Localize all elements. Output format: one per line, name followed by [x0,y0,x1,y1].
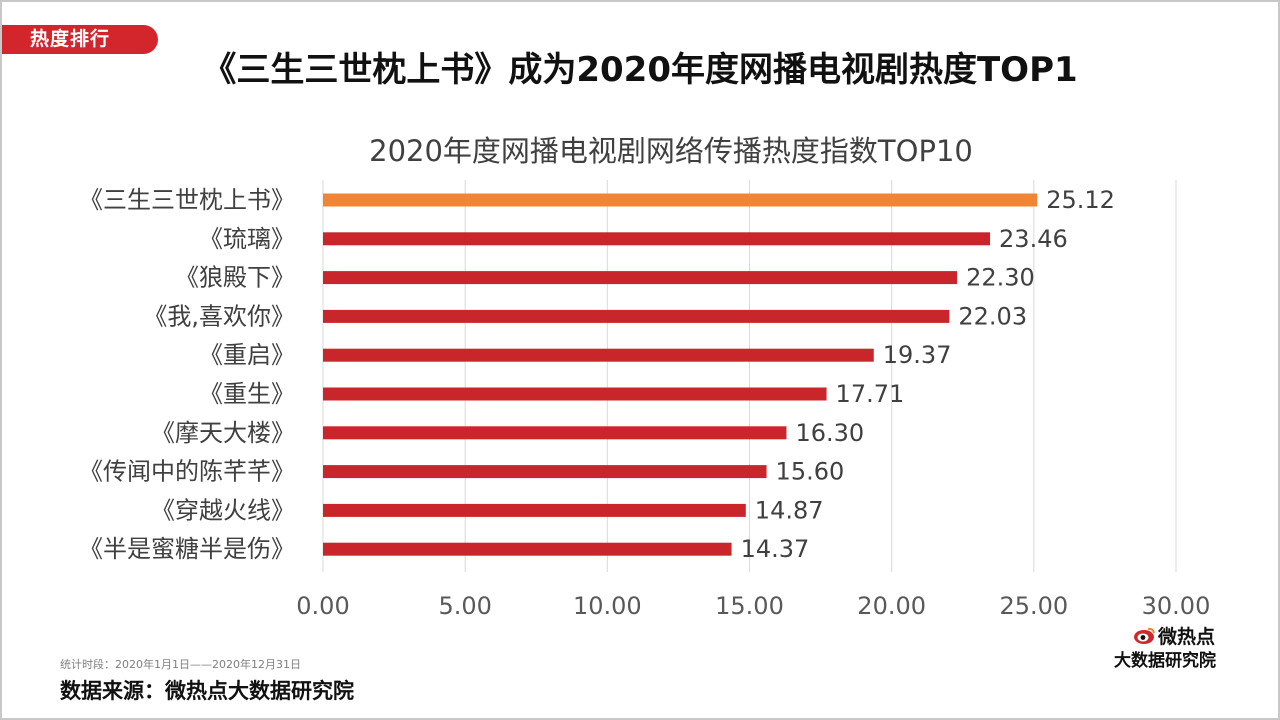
page-headline: 《三生三世枕上书》成为2020年度网播电视剧热度TOP1 [202,50,1078,90]
x-tick-label: 20.00 [857,592,926,620]
x-tick-label: 10.00 [573,592,642,620]
data-label: 22.30 [966,264,1035,292]
bar [323,232,991,246]
category-label: 《穿越火线》 [151,496,295,524]
data-source: 数据来源：微热点大数据研究院 [60,679,354,703]
bar [323,309,950,323]
bar [323,348,874,362]
bar-chart: 2020年度网播电视剧网络传播热度指数TOP10 《三生三世枕上书》《琉璃》《狼… [79,134,1210,620]
category-label: 《重生》 [199,380,295,408]
logo-top-row: 微热点 [1132,622,1215,649]
category-label: 《摩天大楼》 [151,419,295,447]
bar [323,503,746,517]
category-label: 《三生三世枕上书》 [79,186,295,214]
data-label: 16.30 [795,419,864,447]
chart-bars [323,193,1038,556]
chart-title: 2020年度网播电视剧网络传播热度指数TOP10 [369,134,973,168]
bar [323,387,827,401]
bar [323,271,958,285]
x-tick-label: 30.00 [1142,592,1211,620]
data-label: 23.46 [999,225,1068,253]
category-label: 《重启》 [199,341,295,369]
x-tick-label: 25.00 [999,592,1068,620]
category-label: 《狼殿下》 [175,264,295,292]
stat-period: 统计时段：2020年1月1日——2020年12月31日 [60,658,301,671]
data-label: 14.87 [755,496,824,524]
category-label: 《我,喜欢你》 [143,302,295,330]
x-tick-label: 5.00 [438,592,491,620]
bar [323,193,1038,207]
logo-subtitle: 大数据研究院 [1114,651,1216,671]
data-label: 19.37 [883,341,952,369]
data-label: 14.37 [741,535,810,563]
data-label: 17.71 [836,380,905,408]
chart-category-labels: 《三生三世枕上书》《琉璃》《狼殿下》《我,喜欢你》《重启》《重生》《摩天大楼》《… [79,186,295,563]
bar [323,465,767,479]
data-label: 15.60 [776,458,845,486]
logo-name: 微热点 [1158,626,1216,648]
chart-x-axis: 0.00 5.00 10.00 15.00 20.00 25.00 30.00 [296,592,1210,620]
category-label: 《传闻中的陈芊芊》 [79,458,295,486]
weibo-eye-icon [1134,627,1155,644]
x-tick-label: 15.00 [715,592,784,620]
x-tick-label: 0.00 [296,592,349,620]
section-tag: 热度排行 [2,25,158,54]
category-label: 《琉璃》 [199,225,295,253]
brand-logo: 微热点 大数据研究院 [1108,620,1238,671]
data-label: 25.12 [1046,186,1115,214]
bar [323,542,732,556]
data-label: 22.03 [958,302,1027,330]
bar [323,426,787,440]
category-label: 《半是蜜糖半是伤》 [79,535,295,563]
